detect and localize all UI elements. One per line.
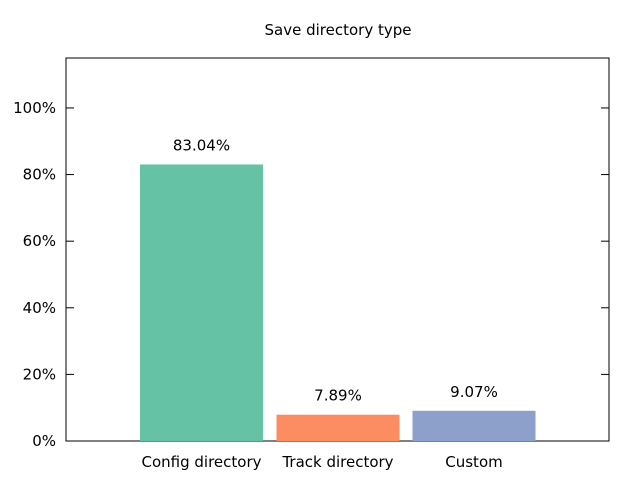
- y-tick-label: 20%: [23, 365, 56, 383]
- chart-title: Save directory type: [265, 21, 412, 39]
- y-axis: 0% 20% 40% 60% 80% 100%: [13, 99, 609, 450]
- bars: [140, 164, 536, 442]
- bar-value-label: 83.04%: [173, 136, 230, 154]
- x-tick-label: Track directory: [281, 453, 393, 471]
- x-axis: Config directory Track directory Custom: [142, 453, 503, 471]
- x-tick-label: Config directory: [142, 453, 262, 471]
- x-tick-label: Custom: [445, 453, 502, 471]
- bar-value-label: 9.07%: [450, 383, 498, 401]
- y-tick-label: 40%: [23, 299, 56, 317]
- bar: [412, 410, 536, 441]
- bar: [140, 164, 263, 442]
- y-tick-label: 100%: [13, 99, 56, 117]
- y-tick-label: 80%: [23, 166, 56, 184]
- y-tick-label: 60%: [23, 232, 56, 250]
- y-tick-label: 0%: [32, 432, 56, 450]
- bar: [276, 414, 400, 441]
- data-labels: 83.04% 7.89% 9.07%: [173, 136, 498, 404]
- bar-value-label: 7.89%: [314, 387, 362, 405]
